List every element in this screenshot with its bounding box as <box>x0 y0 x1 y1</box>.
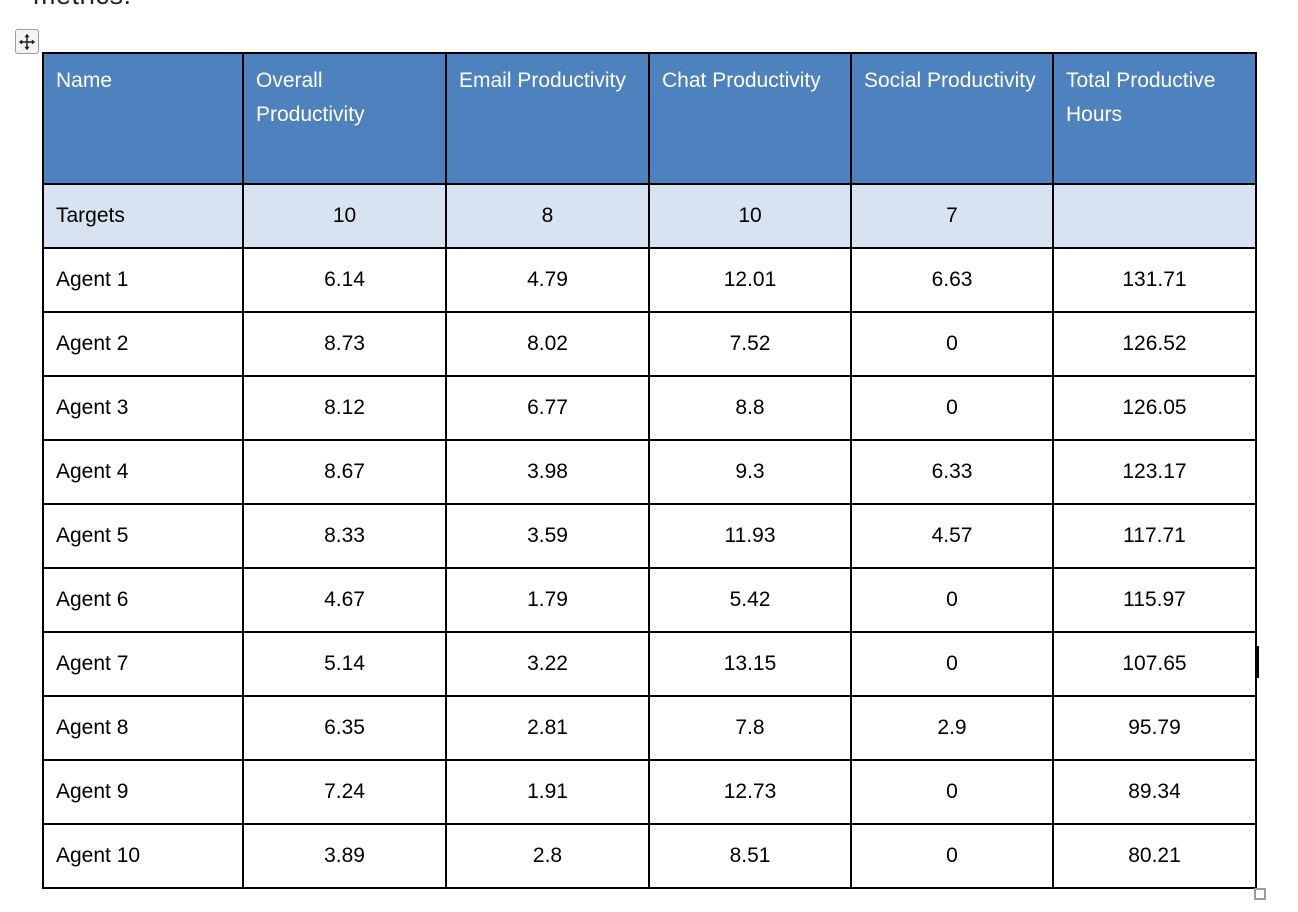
value-cell[interactable]: 2.8 <box>445 823 650 889</box>
table-row: Agent 5 8.33 3.59 11.93 4.57 117.71 <box>42 503 1257 569</box>
value-cell[interactable]: 8.33 <box>242 503 447 569</box>
value-cell[interactable]: 6.63 <box>850 247 1054 313</box>
value-cell[interactable]: 1.91 <box>445 759 650 825</box>
value-cell[interactable]: 6.14 <box>242 247 447 313</box>
value-cell[interactable]: 9.3 <box>648 439 852 505</box>
value-cell[interactable]: 11.93 <box>648 503 852 569</box>
table-move-handle[interactable] <box>15 29 39 54</box>
table-row: Agent 8 6.35 2.81 7.8 2.9 95.79 <box>42 695 1257 761</box>
value-cell[interactable]: 115.97 <box>1052 567 1257 633</box>
value-cell[interactable]: 6.35 <box>242 695 447 761</box>
value-cell[interactable]: 7.8 <box>648 695 852 761</box>
value-cell[interactable]: 8.02 <box>445 311 650 377</box>
table-row: Agent 6 4.67 1.79 5.42 0 115.97 <box>42 567 1257 633</box>
value-cell[interactable]: 8.73 <box>242 311 447 377</box>
targets-value-cell[interactable]: 10 <box>648 183 852 249</box>
column-header-chat-productivity[interactable]: Chat Productivity <box>648 52 852 185</box>
value-cell[interactable]: 4.67 <box>242 567 447 633</box>
value-cell[interactable]: 4.57 <box>850 503 1054 569</box>
value-cell[interactable]: 117.71 <box>1052 503 1257 569</box>
agent-name-cell[interactable]: Agent 7 <box>42 631 244 697</box>
agent-name-cell[interactable]: Agent 5 <box>42 503 244 569</box>
targets-label-cell[interactable]: Targets <box>42 183 244 249</box>
value-cell[interactable]: 131.71 <box>1052 247 1257 313</box>
table-row: Agent 1 6.14 4.79 12.01 6.63 131.71 <box>42 247 1257 313</box>
table-row: Agent 10 3.89 2.8 8.51 0 80.21 <box>42 823 1257 889</box>
agent-name-cell[interactable]: Agent 9 <box>42 759 244 825</box>
move-icon <box>18 33 36 51</box>
value-cell[interactable]: 0 <box>850 311 1054 377</box>
agent-name-cell[interactable]: Agent 6 <box>42 567 244 633</box>
table-row: Agent 3 8.12 6.77 8.8 0 126.05 <box>42 375 1257 441</box>
value-cell[interactable]: 8.12 <box>242 375 447 441</box>
column-header-name[interactable]: Name <box>42 52 244 185</box>
table-row: Agent 2 8.73 8.02 7.52 0 126.52 <box>42 311 1257 377</box>
value-cell[interactable]: 0 <box>850 823 1054 889</box>
table-resize-handle[interactable] <box>1254 888 1266 900</box>
value-cell[interactable]: 5.42 <box>648 567 852 633</box>
targets-row: Targets 10 8 10 7 <box>42 183 1257 249</box>
agent-name-cell[interactable]: Agent 8 <box>42 695 244 761</box>
agent-name-cell[interactable]: Agent 3 <box>42 375 244 441</box>
text-caret <box>1257 646 1259 678</box>
value-cell[interactable]: 8.51 <box>648 823 852 889</box>
value-cell[interactable]: 12.01 <box>648 247 852 313</box>
column-header-overall-productivity[interactable]: Overall Productivity <box>242 52 447 185</box>
value-cell[interactable]: 5.14 <box>242 631 447 697</box>
value-cell[interactable]: 126.05 <box>1052 375 1257 441</box>
value-cell[interactable]: 8.67 <box>242 439 447 505</box>
value-cell[interactable]: 1.79 <box>445 567 650 633</box>
value-cell[interactable]: 4.79 <box>445 247 650 313</box>
value-cell[interactable]: 3.59 <box>445 503 650 569</box>
value-cell[interactable]: 89.34 <box>1052 759 1257 825</box>
value-cell[interactable]: 3.22 <box>445 631 650 697</box>
value-cell[interactable]: 13.15 <box>648 631 852 697</box>
value-cell[interactable]: 6.77 <box>445 375 650 441</box>
value-cell[interactable]: 80.21 <box>1052 823 1257 889</box>
value-cell[interactable]: 3.89 <box>242 823 447 889</box>
value-cell[interactable]: 12.73 <box>648 759 852 825</box>
value-cell[interactable]: 2.9 <box>850 695 1054 761</box>
value-cell[interactable]: 95.79 <box>1052 695 1257 761</box>
targets-value-cell[interactable] <box>1052 183 1257 249</box>
value-cell[interactable]: 0 <box>850 375 1054 441</box>
value-cell[interactable]: 123.17 <box>1052 439 1257 505</box>
value-cell[interactable]: 7.52 <box>648 311 852 377</box>
productivity-table: Name Overall Productivity Email Producti… <box>42 52 1257 889</box>
value-cell[interactable]: 2.81 <box>445 695 650 761</box>
agent-name-cell[interactable]: Agent 2 <box>42 311 244 377</box>
value-cell[interactable]: 107.65 <box>1052 631 1257 697</box>
value-cell[interactable]: 0 <box>850 567 1054 633</box>
column-header-total-productive-hours[interactable]: Total Productive Hours <box>1052 52 1257 185</box>
agent-name-cell[interactable]: Agent 10 <box>42 823 244 889</box>
value-cell[interactable]: 8.8 <box>648 375 852 441</box>
table-row: Agent 9 7.24 1.91 12.73 0 89.34 <box>42 759 1257 825</box>
value-cell[interactable]: 126.52 <box>1052 311 1257 377</box>
agent-name-cell[interactable]: Agent 4 <box>42 439 244 505</box>
targets-value-cell[interactable]: 10 <box>242 183 447 249</box>
document-text-fragment: metrics. <box>33 0 132 11</box>
column-header-email-productivity[interactable]: Email Productivity <box>445 52 650 185</box>
header-row: Name Overall Productivity Email Producti… <box>42 52 1257 185</box>
targets-value-cell[interactable]: 7 <box>850 183 1054 249</box>
value-cell[interactable]: 7.24 <box>242 759 447 825</box>
table-row: Agent 7 5.14 3.22 13.15 0 107.65 <box>42 631 1257 697</box>
value-cell[interactable]: 0 <box>850 631 1054 697</box>
value-cell[interactable]: 0 <box>850 759 1054 825</box>
table-row: Agent 4 8.67 3.98 9.3 6.33 123.17 <box>42 439 1257 505</box>
value-cell[interactable]: 6.33 <box>850 439 1054 505</box>
column-header-social-productivity[interactable]: Social Productivity <box>850 52 1054 185</box>
targets-value-cell[interactable]: 8 <box>445 183 650 249</box>
value-cell[interactable]: 3.98 <box>445 439 650 505</box>
agent-name-cell[interactable]: Agent 1 <box>42 247 244 313</box>
